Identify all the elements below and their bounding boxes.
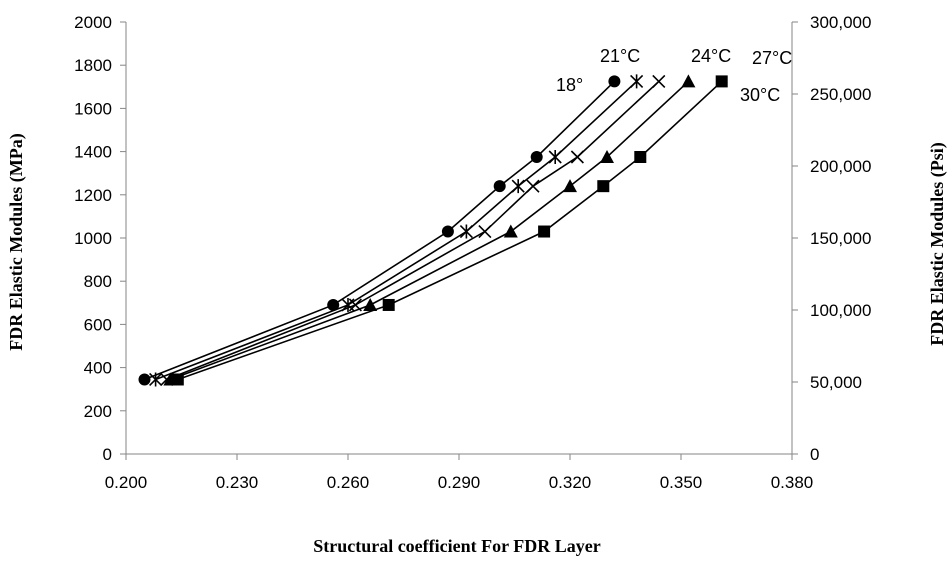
series-label: 18° [556,75,583,95]
x-tick-label: 0.380 [771,473,814,492]
star-marker [149,372,163,387]
circle-marker [608,75,621,88]
y-right-tick-label: 250,000 [810,85,871,104]
series-label: 24°C [691,46,731,66]
y-left-tick-label: 800 [84,272,112,291]
series-line [155,80,638,381]
circle-marker [530,151,543,163]
x-tick-label: 0.290 [438,473,481,492]
x-marker [570,150,584,164]
y-right-tick-label: 100,000 [810,301,871,320]
circle-marker [138,373,151,386]
square-marker [715,75,728,88]
series-labels: 18° 21°C 24°C 27°C 30°C [556,46,792,105]
star-marker [548,150,562,164]
star-marker [511,179,525,194]
square-marker [382,298,395,311]
series-square [171,75,728,386]
square-marker [171,373,184,386]
x-tick-label: 0.260 [327,473,370,492]
square-marker [597,180,610,193]
y-left-tick-label: 2000 [74,13,112,32]
y-left-tick-label: 0 [103,445,112,464]
y-right-tick-label: 50,000 [810,373,862,392]
y-axis-right-title: FDR Elastic Modules (Psi) [927,142,948,345]
x-tick-label: 0.230 [216,473,259,492]
y-left-tick-label: 1400 [74,143,112,162]
x-tick-label: 0.320 [549,473,592,492]
series-star [149,74,644,387]
series-line [177,80,723,381]
series-label: 21°C [600,46,640,66]
y-left-tick-label: 1800 [74,56,112,75]
square-marker [538,225,551,238]
x-marker [652,74,666,88]
x-tick-label: 0.200 [105,473,148,492]
axes: 0.200 0.230 0.260 0.290 0.320 0.350 0.380 0 200 4… [74,13,871,492]
series-circle [138,75,621,386]
square-marker [634,151,647,163]
y-right-tick-label: 0 [810,445,819,464]
circle-marker [441,225,454,238]
triangle-marker [600,150,614,163]
y-right-tick-label: 200,000 [810,157,871,176]
x-marker [526,179,540,193]
y-axis-left-title: FDR Elastic Modules (MPa) [6,133,27,350]
series-line [144,80,615,381]
triangle-marker [503,224,518,238]
star-marker [459,224,473,239]
series-line [170,80,689,381]
x-marker [478,224,492,239]
series-triangle [163,74,696,386]
y-right-tick-label: 300,000 [810,13,871,32]
x-tick-label: 0.350 [660,473,703,492]
series-label: 27°C [752,48,792,68]
circle-marker [327,298,340,311]
series-label: 30°C [740,85,780,105]
y-left-tick-label: 400 [84,359,112,378]
series-line [166,80,660,381]
y-left-tick-label: 1000 [74,229,112,248]
y-right-tick-label: 150,000 [810,229,871,248]
x-axis-title: Structural coefficient For FDR Layer [313,536,601,556]
y-left-tick-label: 600 [84,315,112,334]
y-left-tick-label: 200 [84,402,112,421]
star-marker [630,74,644,89]
triangle-marker [363,297,378,311]
y-left-tick-label: 1600 [74,99,112,118]
circle-marker [493,180,506,193]
triangle-marker [563,179,577,193]
series-x [160,74,666,387]
triangle-marker [681,74,696,88]
y-left-tick-label: 1200 [74,186,112,205]
series-group [138,74,728,387]
